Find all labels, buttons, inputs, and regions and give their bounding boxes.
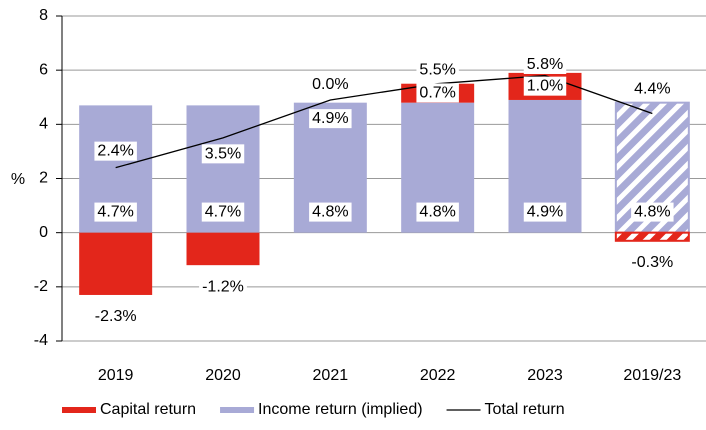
y-tick-label: -2 xyxy=(34,278,48,295)
label-bg xyxy=(523,54,567,74)
y-tick-label: 4 xyxy=(39,116,48,133)
label-bg xyxy=(416,60,459,80)
y-axis-label: % xyxy=(11,171,25,188)
label-bg xyxy=(523,202,567,222)
data-label: 0.0% xyxy=(312,76,348,93)
y-tick-label: 6 xyxy=(39,61,48,78)
legend-swatch xyxy=(62,407,96,413)
data-label: 5.8% xyxy=(527,56,563,73)
y-tick-label: 8 xyxy=(39,7,48,24)
data-label: 4.8% xyxy=(312,204,348,221)
bar xyxy=(79,232,153,295)
data-label: 4.9% xyxy=(312,110,348,127)
y-tick-label: 0 xyxy=(39,224,48,241)
data-label: 3.5% xyxy=(205,145,241,162)
data-label: 1.0% xyxy=(527,78,563,95)
bar xyxy=(614,231,690,242)
label-bg xyxy=(309,202,352,222)
label-bg xyxy=(94,202,137,222)
data-label: -0.3% xyxy=(631,254,673,271)
data-label: 4.4% xyxy=(634,80,670,97)
label-bg xyxy=(631,79,674,99)
label-bg xyxy=(201,144,245,164)
data-label: 4.7% xyxy=(205,204,241,221)
bar xyxy=(186,232,260,266)
y-tick-label: -4 xyxy=(34,332,48,349)
data-label: 4.9% xyxy=(527,204,563,221)
data-label: 4.7% xyxy=(97,204,133,221)
data-label: 0.7% xyxy=(419,84,455,101)
x-tick-label: 2020 xyxy=(205,367,241,384)
data-label: -2.3% xyxy=(95,308,137,325)
label-bg xyxy=(416,202,459,222)
label-bg xyxy=(416,83,459,103)
data-label: 4.8% xyxy=(419,204,455,221)
data-label: -1.2% xyxy=(202,278,244,295)
label-bg xyxy=(628,253,677,273)
legend-swatch xyxy=(220,407,255,413)
legend-label: Capital return xyxy=(100,401,196,418)
x-tick-label: 2021 xyxy=(313,367,349,384)
y-tick-label: 2 xyxy=(39,170,48,187)
label-bg xyxy=(631,202,674,222)
legend-label: Total return xyxy=(485,401,565,418)
data-label: 5.5% xyxy=(419,61,455,78)
data-label: 2.4% xyxy=(97,143,133,160)
data-label: 4.8% xyxy=(634,204,670,221)
label-bg xyxy=(309,109,352,129)
x-tick-label: 2023 xyxy=(527,367,563,384)
label-bg xyxy=(309,74,352,94)
x-tick-label: 2019/23 xyxy=(623,367,681,384)
label-bg xyxy=(94,141,137,161)
x-tick-label: 2019 xyxy=(98,367,134,384)
label-bg xyxy=(523,76,567,96)
label-bg xyxy=(199,277,247,297)
label-bg xyxy=(201,202,245,222)
label-bg xyxy=(91,307,140,327)
legend-label: Income return (implied) xyxy=(258,401,423,418)
x-tick-label: 2022 xyxy=(420,367,456,384)
